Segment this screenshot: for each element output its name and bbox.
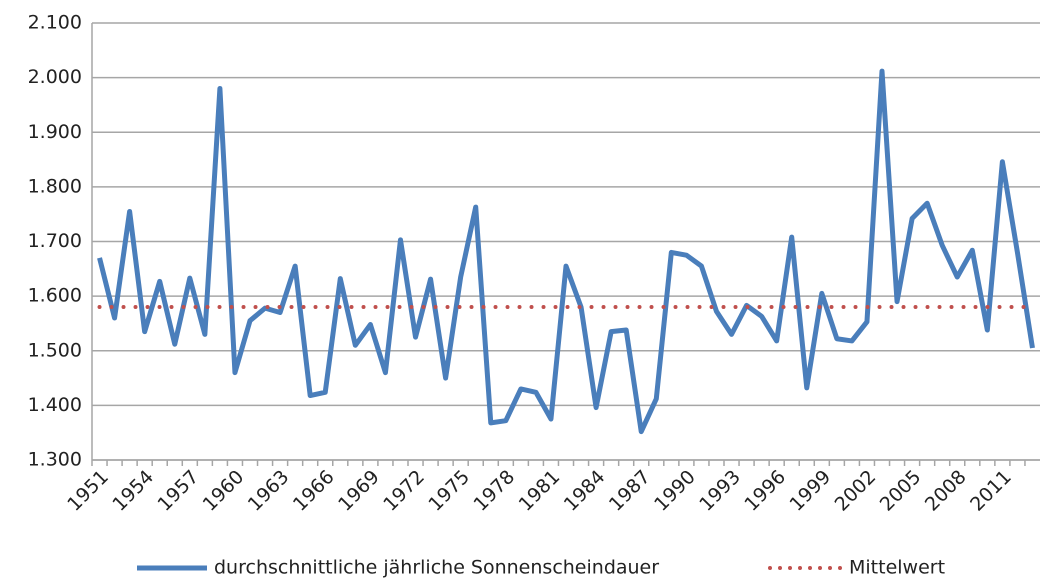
x-tick-label: 1954 bbox=[108, 466, 158, 516]
x-tick-label: 2002 bbox=[831, 466, 881, 516]
x-tick-label: 1975 bbox=[424, 466, 474, 516]
x-tick-label: 1978 bbox=[469, 466, 519, 516]
y-tick-label: 1.900 bbox=[28, 121, 82, 143]
x-tick-label: 1984 bbox=[560, 466, 610, 516]
x-tick-label: 1969 bbox=[334, 466, 384, 516]
x-tick-label: 1987 bbox=[605, 466, 655, 516]
y-tick-label: 2.000 bbox=[28, 66, 82, 88]
x-tick-label: 1999 bbox=[785, 466, 835, 516]
series-line bbox=[97, 68, 1035, 435]
x-tick-label: 2005 bbox=[876, 466, 926, 516]
x-tick-label: 1981 bbox=[515, 466, 565, 516]
x-tick-label: 2011 bbox=[966, 466, 1016, 516]
legend-label: Mittelwert bbox=[849, 557, 945, 579]
x-tick-label: 1951 bbox=[63, 466, 113, 516]
x-tick-label: 1960 bbox=[199, 466, 249, 516]
y-tick-label: 1.400 bbox=[28, 394, 82, 416]
y-tick-label: 1.500 bbox=[28, 339, 82, 361]
y-tick-label: 1.700 bbox=[28, 230, 82, 252]
x-tick-label: 1966 bbox=[289, 466, 339, 516]
x-tick-label: 2008 bbox=[921, 466, 971, 516]
x-tick-label: 1957 bbox=[153, 466, 203, 516]
x-tick-label: 1990 bbox=[650, 466, 700, 516]
x-tick-label: 1996 bbox=[740, 466, 790, 516]
x-tick-label: 1963 bbox=[244, 466, 294, 516]
y-tick-label: 1.600 bbox=[28, 285, 82, 307]
x-tick-label: 1993 bbox=[695, 466, 745, 516]
y-tick-label: 1.800 bbox=[28, 175, 82, 197]
legend-label: durchschnittliche jährliche Sonnenschein… bbox=[214, 557, 659, 579]
y-tick-label: 2.100 bbox=[28, 12, 82, 34]
y-tick-label: 1.300 bbox=[28, 449, 82, 471]
x-tick-label: 1972 bbox=[379, 466, 429, 516]
